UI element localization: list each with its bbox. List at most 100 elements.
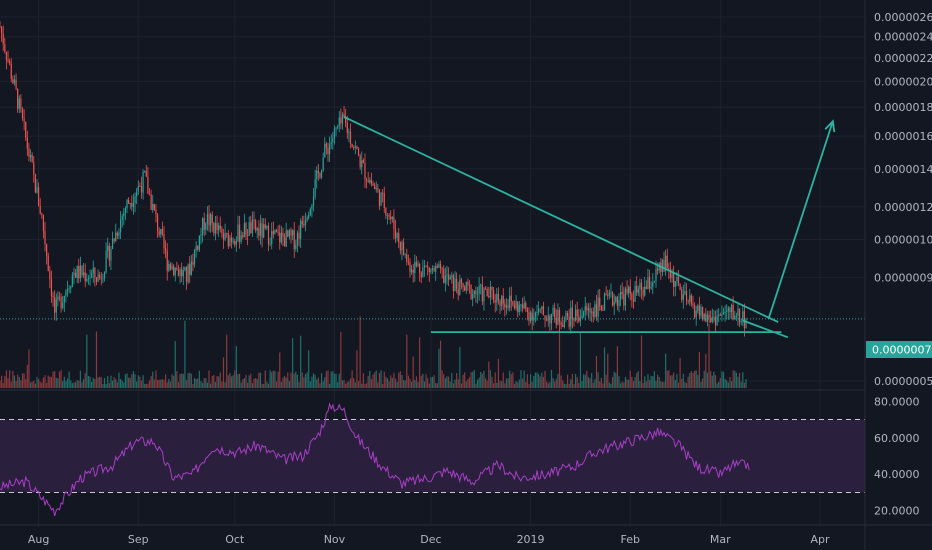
candle-body <box>473 290 475 295</box>
candle-body <box>708 314 710 319</box>
volume-bar <box>192 383 194 388</box>
candle-body <box>89 277 91 279</box>
volume-bar <box>144 383 146 388</box>
candle-body <box>258 228 260 236</box>
candle-body <box>282 233 284 238</box>
descending-trendline[interactable] <box>343 116 779 323</box>
volume-bar <box>66 378 69 388</box>
volume-bar <box>460 383 463 388</box>
candle-body <box>740 321 742 323</box>
volume-bar <box>547 383 549 388</box>
candle-body <box>472 294 474 300</box>
volume-bar <box>602 383 604 388</box>
candle-body <box>145 171 147 177</box>
volume-bar <box>119 378 122 388</box>
candle-body <box>341 113 344 124</box>
volume-bar <box>711 375 713 388</box>
candle-body <box>303 224 305 226</box>
candle-body <box>57 296 59 300</box>
volume-bar <box>735 372 737 388</box>
volume-bar <box>156 379 159 388</box>
volume-bar <box>189 372 191 388</box>
candle-body <box>26 137 28 149</box>
volume-bar <box>140 380 143 388</box>
volume-bar <box>160 379 162 388</box>
candle-body <box>666 255 668 268</box>
candle-body <box>176 267 178 270</box>
volume-bar <box>314 374 316 388</box>
candle-body <box>274 229 276 235</box>
candle-body <box>136 191 138 197</box>
candle-body <box>374 185 376 190</box>
volume-bar <box>476 379 479 388</box>
volume-bar <box>515 381 517 388</box>
volume-bar <box>195 379 197 388</box>
volume-bar <box>677 382 680 388</box>
candle-body <box>131 203 133 207</box>
volume-bar <box>253 378 255 388</box>
volume-bar <box>161 379 163 388</box>
time-tick-label: Mar <box>710 533 731 546</box>
volume-bar <box>115 379 117 388</box>
volume-bar <box>634 377 636 388</box>
candle-body <box>451 275 453 277</box>
time-tick-label: 2019 <box>517 533 545 546</box>
candle-body <box>518 304 520 313</box>
volume-bar <box>165 374 167 388</box>
volume-bar <box>600 377 602 388</box>
volume-bar <box>324 377 326 388</box>
volume-bar <box>648 379 651 388</box>
volume-bar <box>185 380 188 388</box>
candle-body <box>234 240 236 245</box>
candle-body <box>393 217 395 230</box>
candle-body <box>333 128 336 139</box>
candle-body <box>600 305 602 310</box>
volume-bar <box>412 356 414 388</box>
candle-body <box>645 286 647 289</box>
volume-bar <box>607 353 609 388</box>
volume-bar <box>340 331 342 388</box>
volume-bar <box>681 378 683 388</box>
candle-body <box>255 221 257 231</box>
candle-body <box>137 186 139 192</box>
volume-bar <box>462 374 464 388</box>
candle-body <box>108 245 110 261</box>
candle-body <box>718 314 720 316</box>
volume-bar <box>640 335 643 388</box>
candle-body <box>70 287 72 289</box>
volume-bar <box>552 378 554 388</box>
volume-bar <box>492 383 495 388</box>
volume-bar <box>375 370 377 388</box>
candle-body <box>425 265 427 267</box>
drawing-annotations <box>0 116 865 339</box>
projection-arrow-line[interactable] <box>767 120 834 320</box>
volume-bar <box>108 383 110 388</box>
candle-body <box>726 311 728 313</box>
candle-body <box>100 277 102 279</box>
candle-body <box>66 289 69 292</box>
volume-bar <box>129 377 131 388</box>
candle-body <box>280 233 282 243</box>
candle-body <box>652 281 654 288</box>
candle-body <box>636 285 638 293</box>
volume-bar <box>369 370 371 388</box>
volume-bar <box>454 379 456 388</box>
candle-body <box>467 281 469 285</box>
volume-bar <box>605 374 607 388</box>
volume-bar <box>380 370 382 388</box>
volume-bar <box>13 375 16 388</box>
volume-bar <box>44 375 46 388</box>
volume-bar <box>28 349 30 388</box>
volume-bar <box>200 380 202 388</box>
candle-body <box>337 125 339 128</box>
volume-bar <box>528 383 530 388</box>
candle-body <box>497 293 500 301</box>
candle-body <box>533 316 535 321</box>
volume-bar <box>718 381 720 388</box>
volume-bar <box>656 374 659 388</box>
volume-bar <box>111 380 114 388</box>
